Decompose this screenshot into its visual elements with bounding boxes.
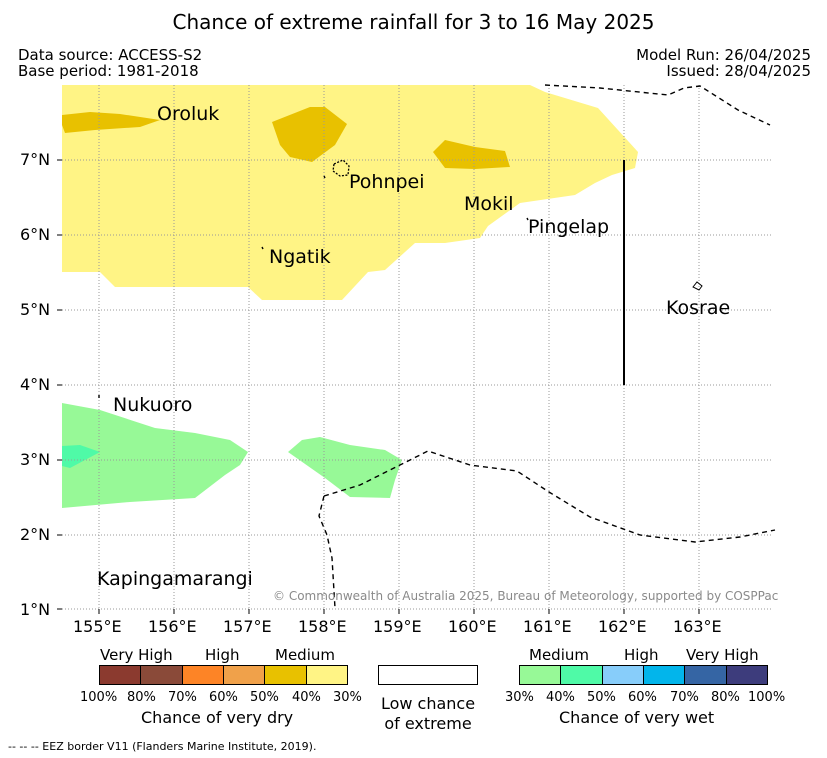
dry-swatch-6 <box>306 666 347 684</box>
place-oroluk: Oroluk <box>157 103 220 125</box>
wet-swatch-1 <box>520 666 562 684</box>
eez-border-note: -- -- -- EEZ border V11 (Flanders Marine… <box>8 740 317 753</box>
map-title: Chance of extreme rainfall for 3 to 16 M… <box>172 10 655 34</box>
place-pingelap: Pingelap <box>528 216 610 238</box>
lon-label-157e: 157°E <box>223 617 272 636</box>
kosrae-island <box>692 281 703 291</box>
low-chance-caption-1: Low chance <box>380 694 476 713</box>
dry-high-patch-oroluk <box>62 112 160 133</box>
wet-level-medium: Medium <box>529 646 589 664</box>
copyright-notice: © Commonwealth of Australia 2025, Bureau… <box>273 589 779 603</box>
place-kapingamarangi: Kapingamarangi <box>97 568 253 590</box>
dry-pct-60: 60% <box>209 690 238 705</box>
issued-date: Issued: 28/04/2025 <box>666 62 811 80</box>
wet-swatch-5 <box>685 666 727 684</box>
lon-label-160e: 160°E <box>448 617 497 636</box>
wet-medium-region-east <box>288 437 402 498</box>
lat-label-2n: 2°N <box>20 525 51 544</box>
dry-swatch-2 <box>141 666 183 684</box>
dry-level-high: High <box>205 646 240 664</box>
dry-pct-70: 70% <box>168 690 197 705</box>
base-period: Base period: 1981-2018 <box>18 62 199 80</box>
data-source: Data source: ACCESS-S2 <box>18 46 203 64</box>
lat-label-1n: 1°N <box>20 600 51 619</box>
place-ngatik: Ngatik <box>269 246 331 268</box>
lat-label-6n: 6°N <box>20 225 51 244</box>
lon-label-159e: 159°E <box>373 617 422 636</box>
dry-swatch-3 <box>182 666 224 684</box>
wet-swatch-4 <box>643 666 686 684</box>
lon-label-162e: 162°E <box>598 617 647 636</box>
wet-pct-40: 40% <box>546 690 575 705</box>
wet-colorbar <box>519 665 768 685</box>
wet-caption: Chance of very wet <box>559 708 715 727</box>
dry-caption: Chance of very dry <box>141 708 294 727</box>
lon-label-158e: 158°E <box>298 617 347 636</box>
wet-swatch-2 <box>561 666 603 684</box>
wet-swatch-3 <box>602 666 644 684</box>
dry-level-very-high: Very High <box>100 646 173 664</box>
dry-level-medium: Medium <box>275 646 335 664</box>
dry-medium-region <box>62 85 638 300</box>
low-chance-caption-2: of extreme <box>384 714 472 733</box>
wet-pct-70: 70% <box>670 690 699 705</box>
wet-level-high: High <box>624 646 659 664</box>
wet-high-patch <box>62 445 100 468</box>
wet-swatch-6 <box>726 666 767 684</box>
ngatik-island-marker <box>261 246 264 250</box>
place-nukuoro: Nukuoro <box>113 394 193 416</box>
dry-colorbar <box>99 665 348 685</box>
lon-label-156e: 156°E <box>148 617 197 636</box>
dry-pct-100: 100% <box>80 690 118 705</box>
dry-pct-50: 50% <box>250 690 279 705</box>
dry-high-patch-pohnpei <box>272 107 347 162</box>
wet-level-very-high: Very High <box>686 646 759 664</box>
wet-pct-50: 50% <box>587 690 616 705</box>
dry-swatch-1 <box>100 666 142 684</box>
low-chance-swatch <box>378 665 478 685</box>
lat-label-3n: 3°N <box>20 450 51 469</box>
lat-label-4n: 4°N <box>20 375 51 394</box>
place-kosrae: Kosrae <box>666 297 731 319</box>
wet-medium-region-west <box>62 403 248 508</box>
lon-label-161e: 161°E <box>523 617 572 636</box>
wet-pct-30: 30% <box>505 690 534 705</box>
island-marker <box>323 175 326 179</box>
dry-swatch-5 <box>265 666 307 684</box>
dry-pct-40: 40% <box>292 690 321 705</box>
wet-pct-100: 100% <box>748 690 786 705</box>
eez-border <box>318 84 776 609</box>
lat-label-7n: 7°N <box>20 150 51 169</box>
wet-pct-60: 60% <box>628 690 657 705</box>
axis-ticks <box>57 159 700 614</box>
place-mokil: Mokil <box>464 193 514 215</box>
lat-label-5n: 5°N <box>20 300 51 319</box>
lon-label-155e: 155°E <box>73 617 122 636</box>
lon-label-163e: 163°E <box>673 617 722 636</box>
dry-pct-30: 30% <box>333 690 362 705</box>
dry-high-patch-mokil <box>433 140 510 169</box>
dry-pct-80: 80% <box>127 690 156 705</box>
model-run: Model Run: 26/04/2025 <box>636 46 811 64</box>
pingelap-island-marker <box>526 217 529 221</box>
dry-swatch-4 <box>223 666 266 684</box>
place-pohnpei: Pohnpei <box>349 171 425 193</box>
wet-pct-80: 80% <box>711 690 740 705</box>
